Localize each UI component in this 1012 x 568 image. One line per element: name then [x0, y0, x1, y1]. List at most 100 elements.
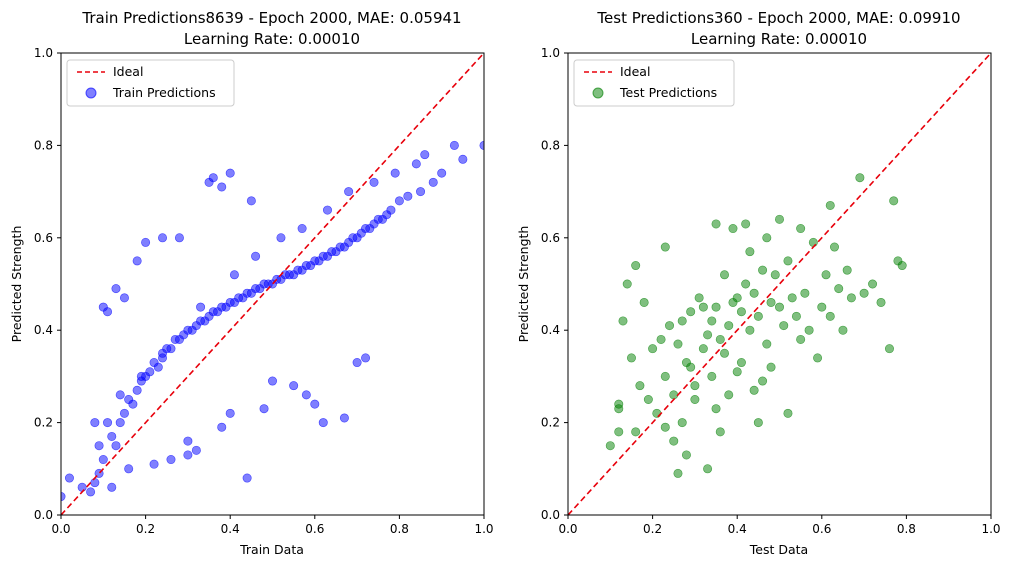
test-data-point [673, 339, 683, 349]
train-legend: Ideal Train Predictions [66, 59, 235, 107]
test-plot-area: 0.0 0.2 0.4 0.6 0.8 1.0 0.0 0.2 0.4 0.6 0.8 1.0 [541, 46, 1001, 536]
test-y-tick-label: 0.2 [541, 416, 560, 430]
test-data-point [724, 321, 734, 331]
test-data-point [631, 261, 641, 271]
test-y-tick-label: 0.0 [541, 508, 560, 522]
test-x-tick-label: 0.6 [812, 522, 831, 536]
train-data-point [428, 177, 438, 187]
test-y-tick-label: 0.6 [541, 231, 560, 245]
train-x-tick-label: 0.2 [136, 522, 155, 536]
train-data-point [339, 413, 349, 423]
train-data-point [251, 251, 261, 261]
test-data-point [690, 381, 700, 391]
train-data-point [449, 140, 459, 150]
test-y-axis-label: Predicted Strength [516, 226, 531, 343]
test-data-point [736, 307, 746, 317]
test-data-point [749, 288, 759, 298]
test-data-point [686, 307, 696, 317]
train-data-point [103, 418, 113, 428]
test-data-point [681, 450, 691, 460]
train-data-point [132, 256, 142, 266]
test-data-point [643, 394, 653, 404]
test-data-point [855, 173, 865, 183]
train-y-axis-label: Predicted Strength [9, 226, 24, 343]
train-data-point [90, 478, 100, 488]
test-data-point [652, 408, 662, 418]
test-data-point [884, 344, 894, 354]
test-data-point [897, 261, 907, 271]
test-legend-ideal-label: Ideal [620, 64, 650, 79]
test-x-tick-label: 0.0 [558, 522, 577, 536]
test-data-point [758, 376, 768, 386]
test-data-point [762, 339, 772, 349]
test-data-point [614, 427, 624, 437]
test-data-point [669, 390, 679, 400]
test-data-point [711, 404, 721, 414]
train-axes-frame [60, 52, 485, 516]
train-data-point [386, 205, 396, 215]
train-data-point [437, 168, 447, 178]
test-x-axis-label: Test Data [749, 542, 808, 557]
test-data-point [707, 371, 717, 381]
train-data-point [276, 233, 286, 243]
test-chart-subtitle: Learning Rate: 0.00010 [691, 30, 867, 48]
train-data-point [369, 177, 379, 187]
test-data-point [825, 200, 835, 210]
train-chart-title: Train Predictions8639 - Epoch 2000, MAE:… [81, 9, 461, 27]
test-data-point [677, 316, 687, 326]
train-y-tick-label: 0.8 [34, 138, 53, 152]
train-data-point [403, 191, 413, 201]
train-plot-area: 0.0 0.2 0.4 0.6 0.8 1.0 0.0 0.2 0.4 0.6 0.8 1.0 [34, 46, 494, 536]
train-legend-predictions-swatch [85, 87, 97, 99]
train-data-point [191, 445, 201, 455]
test-data-point [796, 224, 806, 234]
test-data-point [846, 293, 856, 303]
test-axes-frame [567, 52, 992, 516]
train-data-point [153, 362, 163, 372]
train-data-point [246, 196, 256, 206]
train-legend-ideal-label: Ideal [113, 64, 143, 79]
train-data-point [141, 237, 151, 247]
train-data-point [145, 367, 155, 377]
test-data-point [825, 311, 835, 321]
train-legend-box [66, 59, 235, 107]
test-data-point [741, 279, 751, 289]
train-data-point [119, 408, 129, 418]
test-data-point [758, 265, 768, 275]
test-data-point [724, 390, 734, 400]
test-data-point [715, 334, 725, 344]
train-data-point [107, 431, 117, 441]
train-data-point [158, 353, 168, 363]
test-x-tick-label: 0.4 [728, 522, 747, 536]
train-chart-subtitle: Learning Rate: 0.00010 [184, 30, 360, 48]
test-data-point [631, 427, 641, 437]
train-x-axis-label: Train Data [239, 542, 304, 557]
test-data-point [783, 408, 793, 418]
test-data-point [648, 344, 658, 354]
test-data-point [770, 270, 780, 280]
train-data-point [411, 159, 421, 169]
train-data-point [61, 492, 66, 502]
test-data-point [774, 214, 784, 224]
test-data-point [605, 441, 615, 451]
test-data-point [745, 325, 755, 335]
train-y-tick-label: 0.6 [34, 231, 53, 245]
test-data-point [766, 297, 776, 307]
test-data-point [749, 385, 759, 395]
test-data-point [698, 302, 708, 312]
train-data-point [344, 187, 354, 197]
test-data-point [876, 297, 886, 307]
test-legend-predictions-label: Test Predictions [619, 85, 717, 100]
test-chart: Test Predictions360 - Epoch 2000, MAE: 0… [516, 9, 1001, 557]
test-data-point [711, 219, 721, 229]
train-y-tick-label: 0.0 [34, 508, 53, 522]
test-data-point [707, 316, 717, 326]
train-data-point [217, 422, 227, 432]
train-data-point [124, 464, 134, 474]
train-data-point [420, 150, 430, 160]
test-legend-box [573, 59, 735, 107]
train-data-point [458, 154, 468, 164]
train-data-point [77, 482, 87, 492]
test-data-point [774, 302, 784, 312]
test-data-point [796, 334, 806, 344]
